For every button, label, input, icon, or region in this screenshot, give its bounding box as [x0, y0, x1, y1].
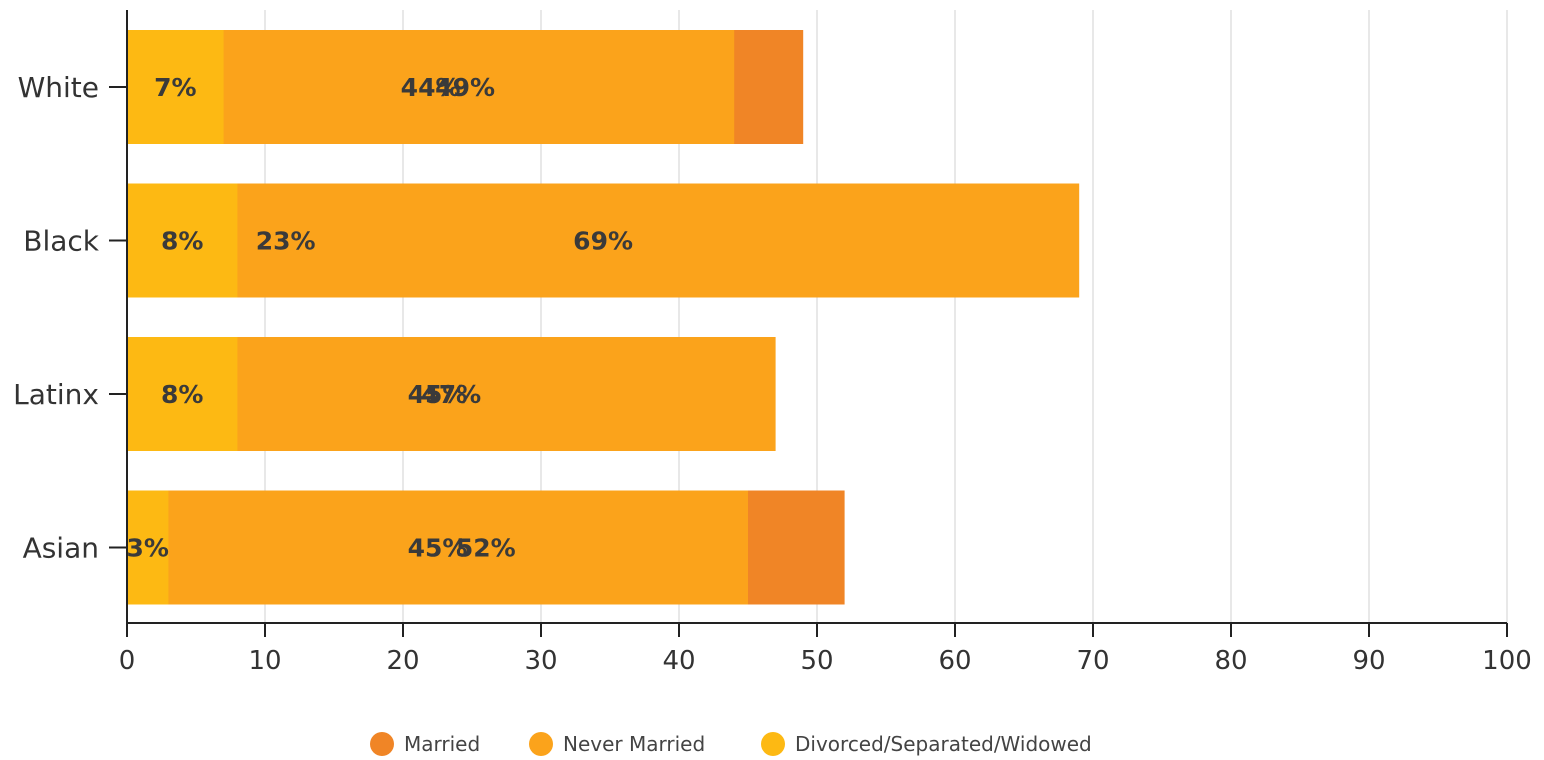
x-tick-label-90: 90: [1352, 646, 1385, 676]
x-tick-label-30: 30: [524, 646, 557, 676]
x-tick-label-100: 100: [1482, 646, 1532, 676]
category-label-asian: Asian: [23, 532, 99, 565]
data-label-asian-0: 52%: [456, 534, 516, 563]
x-tick-label-10: 10: [248, 646, 281, 676]
data-label-white-0: 49%: [435, 73, 495, 102]
x-tick-label-70: 70: [1076, 646, 1109, 676]
bar-white-never-married: [127, 30, 735, 144]
legend-label-2: Divorced/Separated/Widowed: [795, 732, 1092, 756]
bars: [127, 30, 1080, 605]
axes: White Black Latinx Asian 0 10 20 30 40 50 60 70 80 90…: [13, 10, 1532, 676]
data-label-black-2: 8%: [161, 227, 203, 256]
bar-asian-divorced-separated-widowed: [127, 490, 169, 605]
data-label-black-1: 69%: [573, 227, 633, 256]
data-label-white-2: 7%: [154, 73, 196, 102]
category-label-white: White: [18, 71, 99, 104]
category-label-black: Black: [23, 225, 100, 258]
legend: Married Never Married Divorced/Separated/W…: [370, 732, 1092, 756]
legend-swatch-2: [761, 732, 785, 756]
data-label-asian-2: 3%: [126, 534, 168, 563]
bar-black-divorced-separated-widowed: [127, 183, 238, 298]
bar-black-never-married: [127, 183, 1080, 298]
legend-swatch-0: [370, 732, 394, 756]
x-tick-label-50: 50: [800, 646, 833, 676]
data-labels: 49%44%7%23% 69%8%45%47%8%52%45%3%: [126, 73, 633, 563]
data-label-latinx-1: 47%: [421, 380, 481, 409]
data-label-latinx-2: 8%: [161, 380, 203, 409]
bar-asian-never-married: [127, 490, 748, 605]
x-tick-label-40: 40: [662, 646, 695, 676]
bar-latinx-divorced-separated-widowed: [127, 337, 238, 451]
legend-label-0: Married: [404, 732, 480, 756]
data-label-latinx-0: 45%: [408, 380, 468, 409]
data-label-black-0: 23%: [256, 227, 316, 256]
category-label-latinx: Latinx: [13, 378, 99, 411]
x-tick-label-80: 80: [1214, 646, 1247, 676]
data-label-asian-1: 45%: [408, 534, 468, 563]
bar-white-divorced-separated-widowed: [127, 30, 224, 144]
legend-label-1: Never Married: [563, 732, 705, 756]
data-label-white-1: 44%: [401, 73, 461, 102]
x-tick-label-20: 20: [386, 646, 419, 676]
x-tick-label-60: 60: [938, 646, 971, 676]
x-tick-label-0: 0: [119, 646, 136, 676]
legend-swatch-1: [529, 732, 553, 756]
